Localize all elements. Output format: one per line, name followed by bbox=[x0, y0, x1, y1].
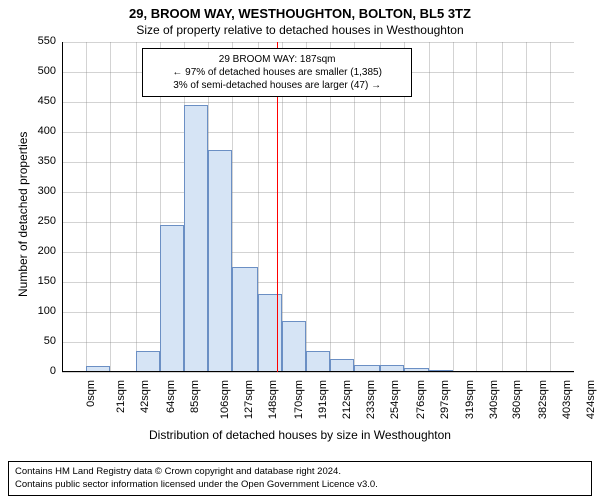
x-tick: 403sqm bbox=[561, 380, 573, 419]
x-tick: 297sqm bbox=[439, 380, 451, 419]
histogram-bar bbox=[160, 225, 184, 372]
footer-box: Contains HM Land Registry data © Crown c… bbox=[8, 461, 592, 496]
annotation-box: 29 BROOM WAY: 187sqm ← 97% of detached h… bbox=[142, 48, 412, 97]
x-tick: 340sqm bbox=[488, 380, 500, 419]
grid-line-v bbox=[526, 42, 527, 372]
y-tick: 250 bbox=[24, 215, 56, 227]
x-tick: 127sqm bbox=[243, 380, 255, 419]
x-tick: 254sqm bbox=[389, 380, 401, 419]
x-tick: 319sqm bbox=[464, 380, 476, 419]
x-tick: 424sqm bbox=[585, 380, 597, 419]
grid-line-v bbox=[550, 42, 551, 372]
x-tick: 212sqm bbox=[341, 380, 353, 419]
histogram-bar bbox=[136, 351, 160, 372]
grid-line-v bbox=[136, 42, 137, 372]
y-tick: 300 bbox=[24, 185, 56, 197]
x-tick: 360sqm bbox=[511, 380, 523, 419]
x-tick: 106sqm bbox=[219, 380, 231, 419]
chart-title-sub: Size of property relative to detached ho… bbox=[0, 23, 600, 37]
grid-line-h bbox=[62, 252, 574, 253]
y-tick: 450 bbox=[24, 95, 56, 107]
grid-line-h bbox=[62, 342, 574, 343]
y-tick: 550 bbox=[24, 35, 56, 47]
axis-y bbox=[62, 42, 63, 372]
y-tick: 500 bbox=[24, 65, 56, 77]
annotation-line-3: 3% of semi-detached houses are larger (4… bbox=[149, 79, 405, 92]
y-tick: 350 bbox=[24, 155, 56, 167]
y-tick: 150 bbox=[24, 275, 56, 287]
x-tick: 21sqm bbox=[115, 380, 127, 413]
grid-line-h bbox=[62, 162, 574, 163]
grid-line-h bbox=[62, 102, 574, 103]
y-tick: 50 bbox=[24, 335, 56, 347]
grid-line-v bbox=[453, 42, 454, 372]
annotation-line-2: ← 97% of detached houses are smaller (1,… bbox=[149, 66, 405, 79]
grid-line-v bbox=[429, 42, 430, 372]
y-tick: 200 bbox=[24, 245, 56, 257]
x-tick: 382sqm bbox=[537, 380, 549, 419]
x-tick: 0sqm bbox=[85, 380, 97, 407]
x-tick: 191sqm bbox=[317, 380, 329, 419]
histogram-bar bbox=[184, 105, 208, 372]
x-tick: 233sqm bbox=[365, 380, 377, 419]
histogram-bar bbox=[232, 267, 257, 372]
grid-line-v bbox=[476, 42, 477, 372]
grid-line-h bbox=[62, 42, 574, 43]
x-axis-label: Distribution of detached houses by size … bbox=[0, 428, 600, 442]
x-tick: 276sqm bbox=[415, 380, 427, 419]
histogram-bar bbox=[306, 351, 330, 372]
grid-line-v bbox=[110, 42, 111, 372]
histogram-bar bbox=[282, 321, 306, 372]
grid-line-h bbox=[62, 312, 574, 313]
x-tick: 64sqm bbox=[165, 380, 177, 413]
grid-line-v bbox=[502, 42, 503, 372]
grid-line-h bbox=[62, 132, 574, 133]
grid-line-h bbox=[62, 372, 574, 373]
y-tick: 400 bbox=[24, 125, 56, 137]
x-tick: 85sqm bbox=[189, 380, 201, 413]
grid-line-v bbox=[86, 42, 87, 372]
chart-title-main: 29, BROOM WAY, WESTHOUGHTON, BOLTON, BL5… bbox=[0, 0, 600, 21]
histogram-bar bbox=[208, 150, 232, 372]
grid-line-h bbox=[62, 282, 574, 283]
y-tick: 0 bbox=[24, 365, 56, 377]
annotation-line-1: 29 BROOM WAY: 187sqm bbox=[149, 53, 405, 66]
grid-line-h bbox=[62, 222, 574, 223]
y-tick: 100 bbox=[24, 305, 56, 317]
x-tick: 148sqm bbox=[267, 380, 279, 419]
grid-line-h bbox=[62, 192, 574, 193]
x-tick: 170sqm bbox=[293, 380, 305, 419]
footer-line-1: Contains HM Land Registry data © Crown c… bbox=[15, 466, 585, 478]
axis-x bbox=[62, 371, 574, 372]
footer-line-2: Contains public sector information licen… bbox=[15, 479, 585, 491]
x-tick: 42sqm bbox=[139, 380, 151, 413]
